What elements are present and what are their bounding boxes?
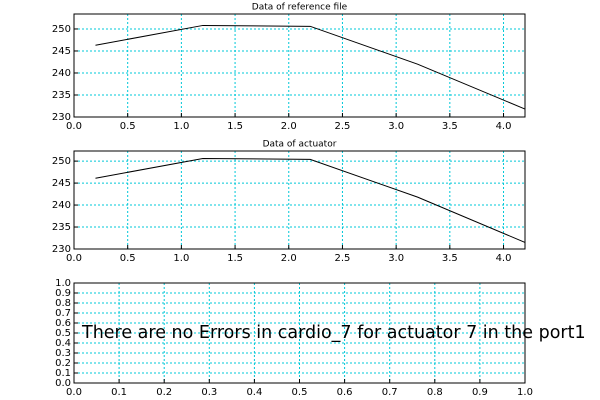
plot-frame [73,13,526,118]
x-tick-label: 1.5 [227,121,243,132]
plot-frame [73,150,526,250]
chart-title: Data of actuator [263,140,337,150]
x-tick-label: 4.0 [496,253,512,264]
x-tick-label: 0.5 [120,121,136,132]
x-tick-label: 1.0 [173,253,189,264]
x-tick-label: 1.0 [173,121,189,132]
x-tick-label: 3.0 [388,253,404,264]
x-tick-label: 2.5 [334,253,350,264]
annotation: There are no Errors in cardio_7 for actu… [81,323,586,343]
x-tick-label: 1.0 [517,387,533,398]
x-tick-label: 0.4 [246,387,262,398]
x-tick-label: 0.5 [292,387,308,398]
x-tick-label: 3.5 [442,253,458,264]
x-tick-label: 0.8 [427,387,443,398]
x-tick-label: 0.3 [201,387,217,398]
y-tick-label: 230 [52,112,71,123]
x-tick-label: 0.6 [337,387,353,398]
y-tick-label: 235 [52,222,71,233]
data-line [95,157,526,243]
x-tick-label: 2.5 [334,121,350,132]
y-tick-label: 250 [52,24,71,35]
data-line [95,24,526,110]
x-tick-label: 3.0 [388,121,404,132]
y-tick-label: 230 [52,244,71,255]
y-tick-label: 0.5 [55,328,71,339]
y-tick-label: 0.8 [55,298,71,309]
x-tick-label: 0.0 [66,387,82,398]
x-tick-label: 0.0 [66,253,82,264]
x-tick-label: 2.0 [281,121,297,132]
plot-frame [73,282,526,384]
y-tick-label: 240 [52,200,71,211]
y-tick-label: 0.2 [55,358,71,369]
y-tick-label: 0.4 [55,338,71,349]
y-tick-label: 0.7 [55,308,71,319]
x-tick-label: 0.2 [156,387,172,398]
y-tick-label: 245 [52,178,71,189]
x-tick-label: 0.7 [382,387,398,398]
y-tick-label: 0.0 [55,378,71,389]
y-tick-label: 235 [52,90,71,101]
x-tick-label: 0.5 [120,253,136,264]
x-tick-label: 3.5 [442,121,458,132]
y-tick-label: 0.6 [55,318,71,329]
y-tick-label: 245 [52,46,71,57]
y-tick-label: 240 [52,68,71,79]
x-tick-label: 0.9 [472,387,488,398]
x-tick-label: 0.0 [66,121,82,132]
y-tick-label: 0.3 [55,348,71,359]
y-tick-label: 0.9 [55,288,71,299]
x-tick-label: 1.5 [227,253,243,264]
x-tick-label: 4.0 [496,121,512,132]
x-tick-label: 2.0 [281,253,297,264]
y-tick-label: 1.0 [55,278,71,289]
chart-title: Data of reference file [252,3,348,13]
y-tick-label: 0.1 [55,368,71,379]
x-tick-label: 0.1 [111,387,127,398]
y-tick-label: 250 [52,156,71,167]
